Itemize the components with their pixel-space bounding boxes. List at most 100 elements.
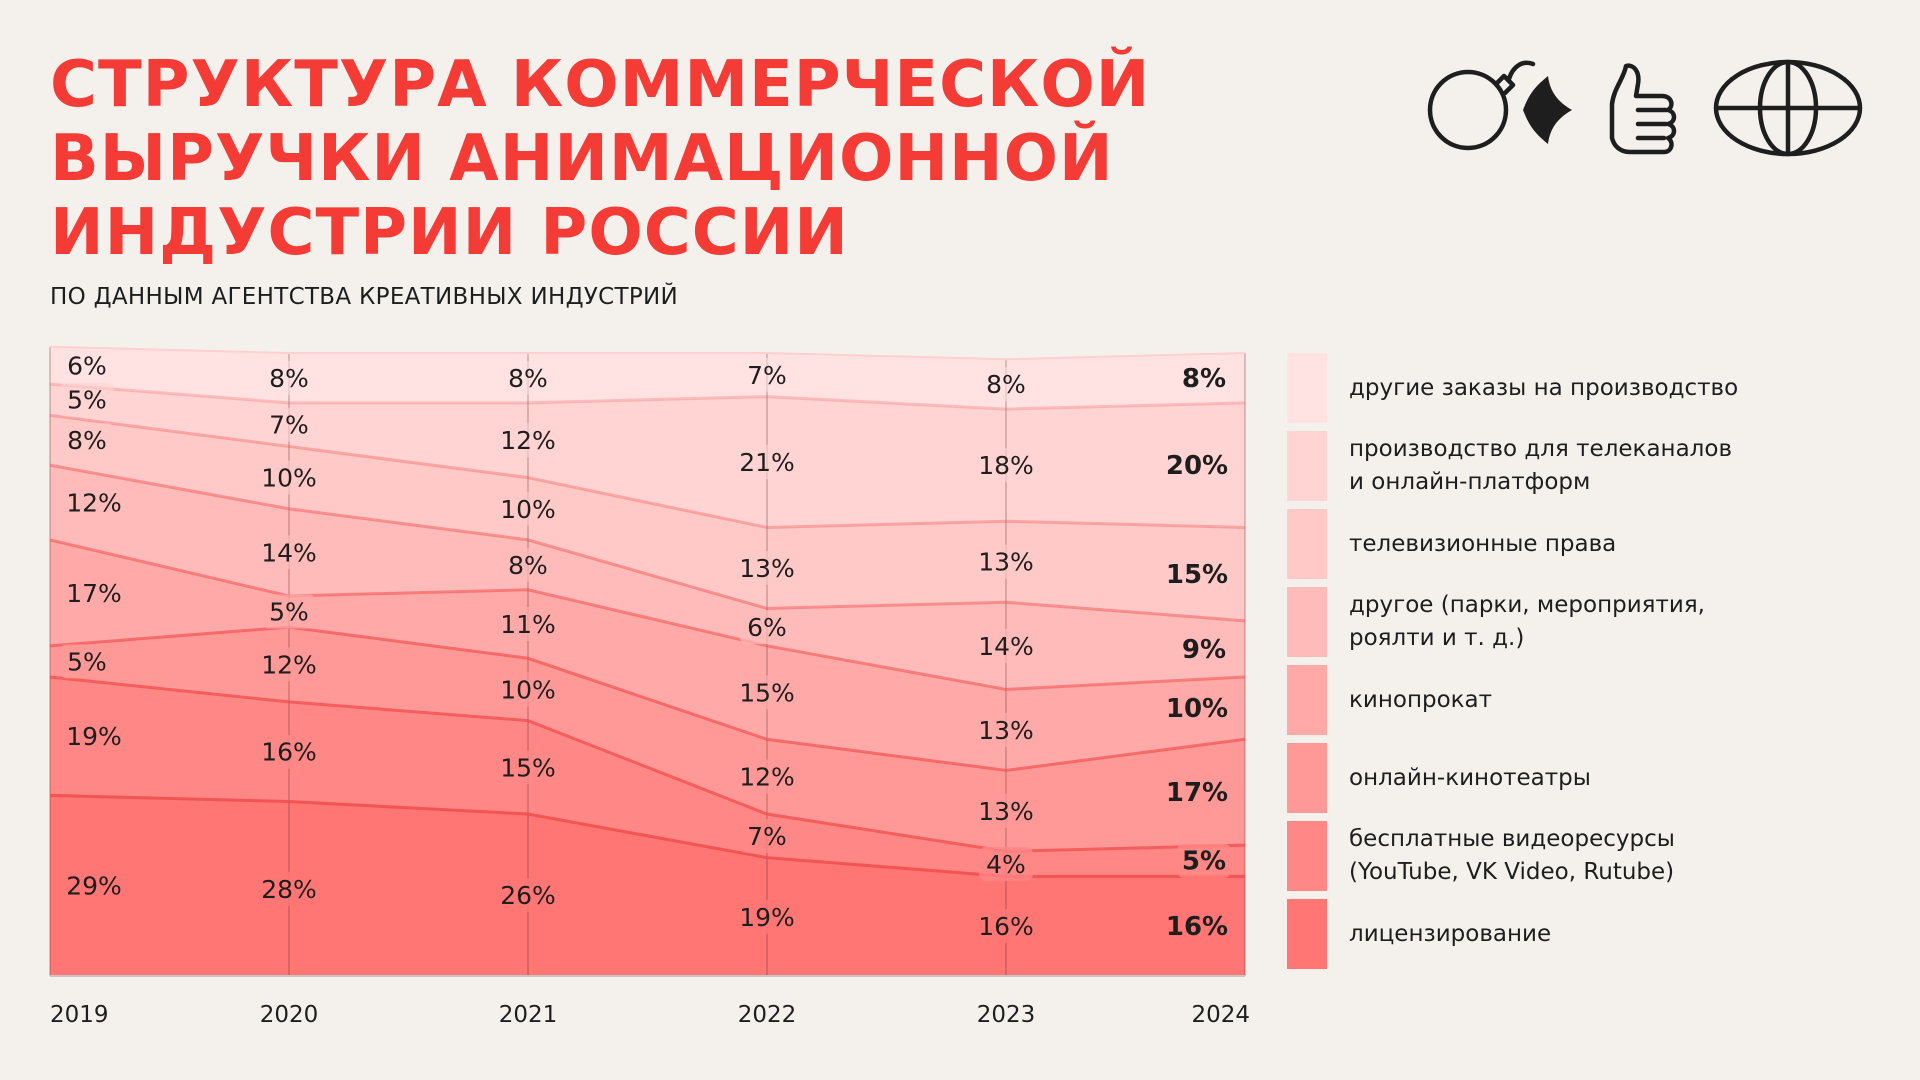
bomb-icon (1427, 60, 1536, 151)
data-label-bg (501, 360, 555, 395)
legend-label: кинопрокат (1349, 686, 1493, 713)
legend-item: онлайн-кинотеатры (1287, 743, 1847, 813)
legend-label: другое (парки, мероприятия, роялти и т. … (1349, 592, 1705, 651)
area-5 (50, 465, 1245, 690)
data-label-bg (740, 610, 794, 645)
data-label: 8% (1182, 364, 1226, 394)
data-label-bg (494, 491, 562, 526)
data-label-bg (255, 647, 323, 682)
data-label: 7% (747, 361, 787, 390)
data-label: 18% (978, 451, 1034, 480)
legend-swatch (1287, 431, 1327, 501)
data-label: 4% (986, 850, 1026, 879)
chart-legend: другие заказы на производство производст… (1287, 353, 1847, 969)
data-label: 5% (269, 598, 309, 627)
data-label-bg (740, 357, 794, 392)
data-label: 9% (1182, 635, 1226, 665)
data-labels: 29% 28% 26% 19% 16% 16% 19% 16% 15% 7% 4% 5% 5% 12% 10… (60, 348, 1231, 944)
data-label-bg (60, 575, 128, 610)
data-label: 28% (261, 875, 317, 904)
data-label: 13% (978, 548, 1034, 577)
area-3 (50, 627, 1245, 852)
area-1 (50, 795, 1245, 976)
data-label-bg (60, 868, 128, 903)
data-label-bg (1177, 631, 1231, 666)
data-label: 5% (67, 647, 107, 676)
area-8 (50, 346, 1245, 410)
data-label: 26% (500, 881, 556, 910)
area-7 (50, 384, 1245, 528)
boundary-line (49, 538, 1246, 691)
legend-label: производство для телеканалов и онлайн-пл… (1349, 436, 1732, 495)
data-label: 8% (508, 364, 548, 393)
data-label: 10% (500, 495, 556, 524)
data-label-bg (255, 460, 323, 495)
data-label-bg (972, 712, 1040, 747)
data-label: 10% (1166, 694, 1228, 724)
data-label-bg (60, 382, 114, 417)
data-label-bg (972, 793, 1040, 828)
header-icons (1427, 59, 1863, 157)
data-label-bg (740, 818, 794, 853)
data-label-bg (255, 734, 323, 769)
legend-swatch (1287, 509, 1327, 579)
data-label-bg (972, 448, 1040, 483)
data-label-bg (1163, 775, 1231, 810)
data-label-bg (60, 485, 128, 520)
data-label: 8% (269, 364, 309, 393)
data-label: 20% (1166, 451, 1228, 481)
legend-label: телевизионные права (1349, 530, 1617, 557)
data-label: 11% (500, 610, 556, 639)
x-tick-label: 2022 (738, 1002, 797, 1028)
legend-item: лицензирование (1287, 899, 1847, 969)
boundary-line (49, 463, 1246, 623)
data-label: 8% (67, 426, 107, 455)
data-label: 12% (66, 489, 122, 518)
boundary-lines (49, 345, 1246, 977)
data-label: 13% (978, 797, 1034, 826)
data-label-bg (733, 899, 801, 934)
title-line: СТРУКТУРА КОММЕРЧЕСКОЙ (50, 48, 1151, 122)
data-label: 16% (978, 912, 1034, 941)
legend-item: кинопрокат (1287, 665, 1847, 735)
data-label-bg (733, 445, 801, 480)
data-label-bg (733, 675, 801, 710)
data-label-bg (60, 348, 114, 383)
data-label-bg (1177, 360, 1231, 395)
area-4 (50, 539, 1245, 771)
x-tick-label: 2023 (977, 1002, 1036, 1028)
data-label: 6% (67, 351, 107, 380)
data-label: 16% (261, 738, 317, 767)
data-label-bg (979, 367, 1033, 402)
legend-label: другие заказы на производство (1349, 374, 1739, 401)
top-edge (49, 345, 1246, 361)
x-tick-label: 2020 (260, 1002, 319, 1028)
area-6 (50, 415, 1245, 621)
legend-label: лицензирование (1349, 920, 1552, 947)
data-label-bg (1163, 691, 1231, 726)
data-label-bg (262, 407, 316, 442)
data-label: 19% (739, 903, 795, 932)
data-label-bg (501, 547, 555, 582)
area-layers (50, 346, 1245, 976)
x-tick-label: 2024 (1191, 1002, 1250, 1028)
data-label-bg (494, 672, 562, 707)
sparkle-icon (1523, 76, 1572, 144)
data-label-bg (733, 550, 801, 585)
data-label: 12% (739, 763, 795, 792)
area-2 (50, 676, 1245, 877)
title-line: ИНДУСТРИИ РОССИИ (50, 196, 849, 270)
data-label: 17% (66, 579, 122, 608)
data-label: 16% (1166, 912, 1228, 942)
data-label-bg (972, 909, 1040, 944)
legend-item: производство для телеканалов и онлайн-пл… (1287, 431, 1847, 501)
data-label: 15% (739, 679, 795, 708)
data-label-bg (255, 535, 323, 570)
data-label: 14% (978, 632, 1034, 661)
title-line: ВЫРУЧКИ АНИМАЦИОННОЙ (50, 122, 1114, 196)
legend-swatch (1287, 665, 1327, 735)
data-label-bg (1163, 448, 1231, 483)
data-label: 12% (261, 651, 317, 680)
data-label: 5% (67, 386, 107, 415)
x-tick-label: 2021 (499, 1002, 558, 1028)
